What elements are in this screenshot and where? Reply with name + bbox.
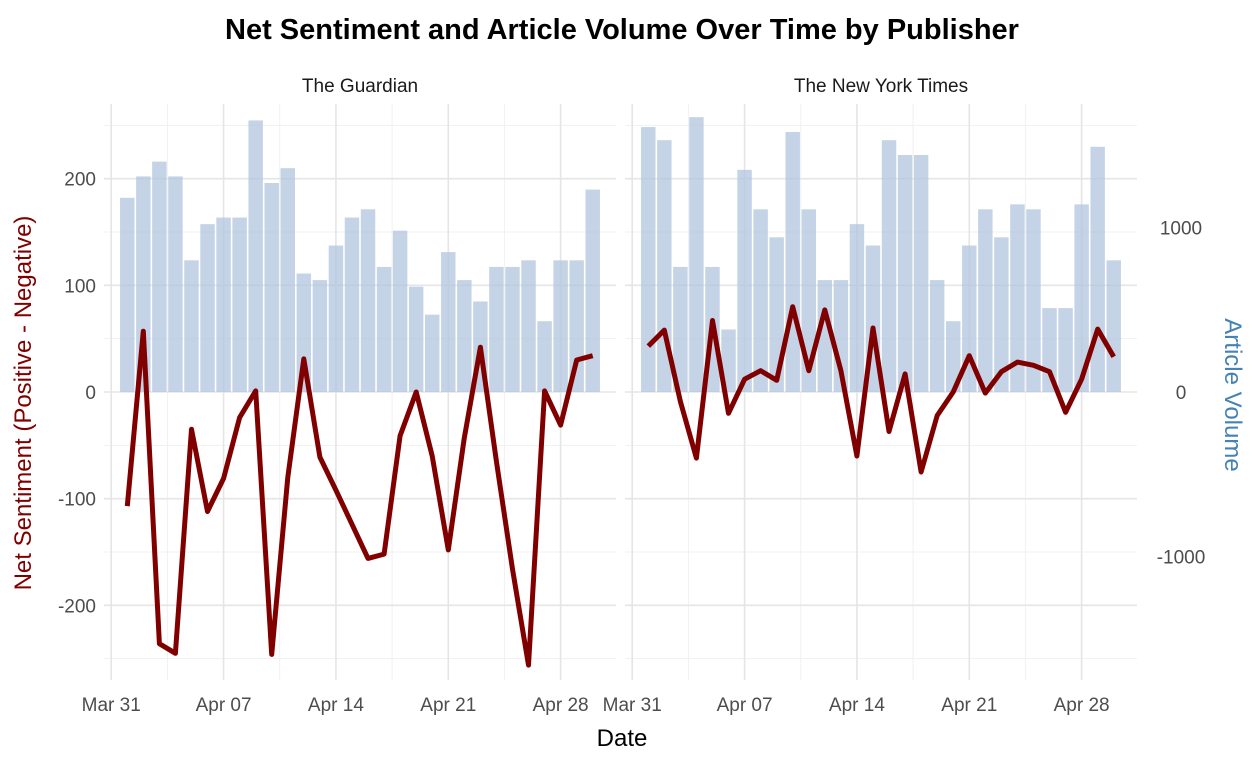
volume-bar: [946, 321, 961, 392]
x-tick-label: Apr 07: [717, 695, 773, 716]
volume-bar: [441, 252, 456, 392]
volume-bar: [962, 245, 977, 392]
volume-bar: [1026, 209, 1041, 392]
panel-nyt: The New York Times: [625, 76, 1137, 680]
volume-bar: [280, 168, 295, 392]
panel-label-nyt: The New York Times: [794, 76, 968, 97]
volume-bar: [978, 209, 993, 392]
x-tick-label: Apr 21: [941, 695, 997, 716]
volume-bar: [673, 266, 688, 392]
volume-bar: [168, 176, 183, 392]
y-tick-label-right: 1000: [1160, 218, 1202, 239]
volume-bar: [553, 260, 568, 392]
volume-bar: [248, 120, 263, 392]
volume-bar: [408, 286, 424, 392]
chart-title: Net Sentiment and Article Volume Over Ti…: [225, 14, 1019, 46]
y-tick-label-left: -200: [58, 596, 96, 617]
volume-bar: [120, 197, 135, 392]
y-tick-label-left: 100: [64, 276, 96, 297]
volume-bar: [232, 217, 247, 392]
volume-bar: [537, 321, 552, 392]
volume-bar: [152, 161, 167, 392]
volume-bar: [264, 182, 279, 392]
x-tick-label: Apr 07: [196, 695, 252, 716]
volume-bar: [1090, 146, 1105, 392]
volume-bar: [1074, 204, 1089, 392]
volume-bar: [1106, 260, 1121, 392]
volume-bar: [425, 314, 440, 392]
volume-bar: [689, 117, 704, 392]
volume-bar: [721, 329, 736, 392]
y-axis-label-left: Net Sentiment (Positive - Negative): [10, 216, 37, 591]
volume-bar: [929, 280, 945, 392]
volume-bar: [1058, 308, 1073, 392]
volume-bar: [184, 260, 199, 392]
volume-bar: [216, 217, 231, 392]
volume-bar: [785, 131, 800, 392]
y-tick-label-right: -1000: [1157, 548, 1206, 569]
volume-bar: [1010, 204, 1025, 392]
x-tick-label: Apr 14: [308, 695, 364, 716]
volume-bar: [200, 224, 215, 392]
volume-bar: [312, 280, 328, 392]
axes: Mar 31 Apr 07 Apr 14 Apr 21 Apr 28 Mar 31 Apr …: [58, 170, 1205, 716]
volume-bar: [505, 266, 520, 392]
sentiment-line: [124, 328, 594, 668]
volume-bar: [817, 280, 833, 392]
panel-label-guardian: The Guardian: [302, 76, 418, 97]
volume-bar: [994, 237, 1009, 392]
y-tick-label-left: -100: [58, 490, 96, 511]
volume-bar: [296, 273, 312, 392]
panels: The Guardian The New York Times: [104, 76, 1137, 680]
y-tick-label-left: 0: [85, 383, 96, 404]
volume-bar: [360, 209, 376, 392]
volume-bar: [585, 189, 600, 392]
volume-bar: [849, 224, 865, 392]
volume-bar: [344, 217, 360, 392]
volume-bar: [328, 245, 344, 392]
volume-bar: [897, 155, 913, 392]
volume-bar: [457, 280, 472, 392]
y-tick-label-right: 0: [1176, 383, 1187, 404]
volume-bar: [657, 140, 672, 392]
x-tick-label: Apr 28: [533, 695, 589, 716]
x-axis-label: Date: [597, 725, 648, 752]
x-tick-label: Apr 28: [1054, 695, 1110, 716]
volume-bar: [136, 176, 151, 392]
volume-bar: [737, 169, 752, 392]
panel-guardian: The Guardian: [104, 76, 616, 680]
x-tick-label: Apr 21: [420, 695, 476, 716]
volume-bar: [753, 209, 768, 392]
volume-bar: [881, 140, 897, 392]
y-axis-label-right: Article Volume: [1219, 318, 1246, 471]
volume-bar: [392, 230, 408, 392]
y-tick-label-left: 200: [64, 170, 96, 191]
volume-bar: [376, 266, 392, 392]
x-tick-label: Mar 31: [603, 695, 662, 716]
volume-bar: [641, 127, 656, 392]
x-tick-label: Apr 14: [829, 695, 885, 716]
x-tick-label: Mar 31: [82, 695, 141, 716]
volume-bar: [489, 266, 504, 392]
sentiment-line: [646, 304, 1116, 475]
volume-bar: [521, 260, 536, 392]
volume-bar: [913, 155, 929, 392]
